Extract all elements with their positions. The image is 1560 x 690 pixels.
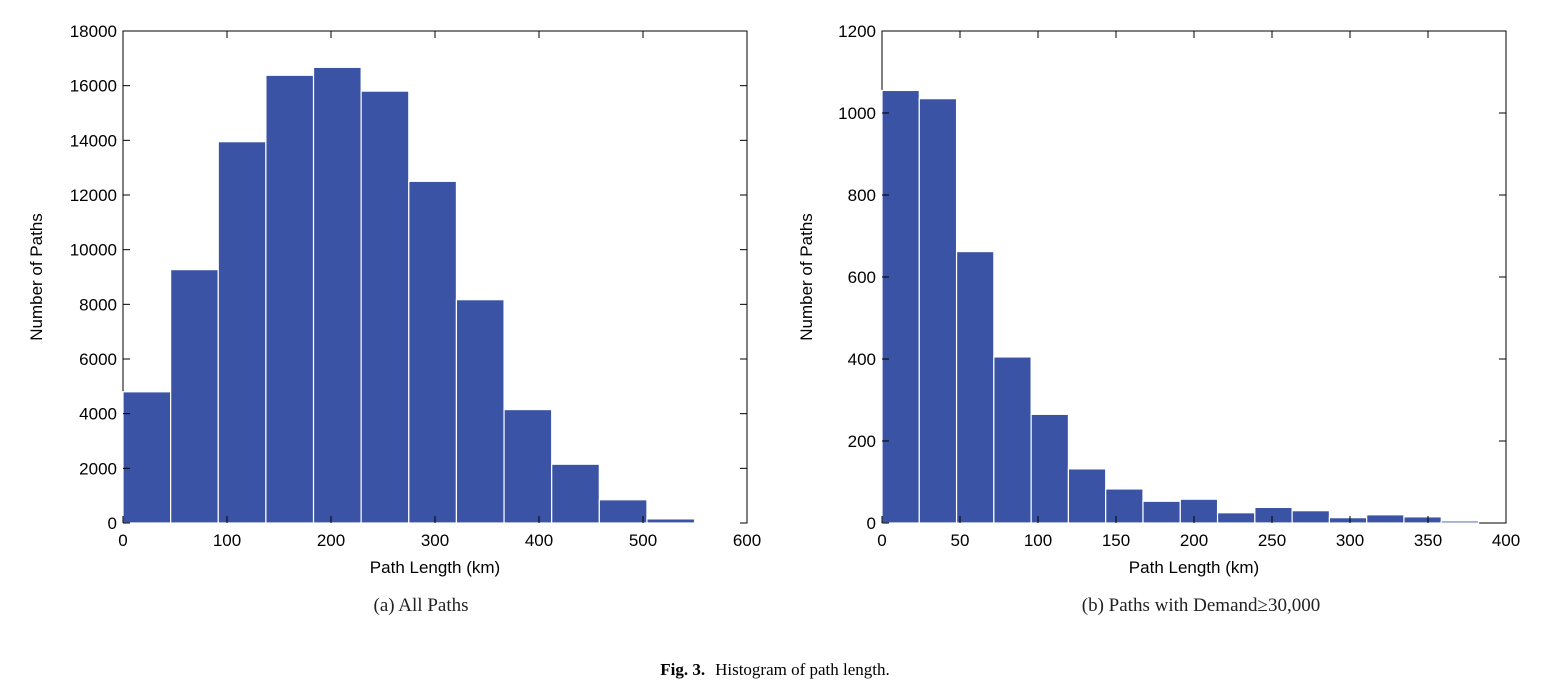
panel-b-y-tick-label: 400 <box>848 350 876 369</box>
panel-a-y-tick-label: 6000 <box>79 350 117 369</box>
panel-a-bar <box>646 518 696 524</box>
panel-b-caption: (b) Paths with Demand≥30,000 <box>1082 595 1320 616</box>
panel-a-y-tick-label: 2000 <box>79 459 117 478</box>
panel-b-caption-symbol: ≥ <box>1258 595 1268 616</box>
panel-a-x-axis-label: Path Length (km) <box>370 558 500 577</box>
panel-a-all-paths: 0 100 200 300 400 500 600020004000600080001000… <box>27 22 761 616</box>
panel-a-x-tick-label: 600 <box>733 531 761 550</box>
panel-b-x-tick-label: 250 <box>1258 531 1286 550</box>
panel-b-bar <box>1291 510 1330 524</box>
panel-a-y-tick-label: 12000 <box>70 186 117 205</box>
panel-b-bars <box>881 89 1480 524</box>
figure-caption-text: Histogram of path length. <box>715 660 890 679</box>
panel-b-bar <box>1105 488 1144 524</box>
panel-a-caption: (a) All Paths <box>374 595 469 616</box>
panel-b-ticks: 0 50 100 150 200 250 300 350 400 0 200 400 600 800 100… <box>838 22 1520 550</box>
panel-b-bar <box>1254 506 1293 524</box>
panel-a-x-tick-label: 200 <box>317 531 345 550</box>
panel-b-bar <box>955 250 995 524</box>
panel-b-bar <box>1216 512 1256 524</box>
panel-b-bar <box>1328 517 1368 524</box>
panel-a-y-tick-label: 14000 <box>70 131 117 150</box>
panel-b-bar <box>1366 514 1405 524</box>
panel-b-x-tick-label: 100 <box>1024 531 1052 550</box>
panel-a-bar <box>265 74 315 524</box>
panel-a-bar <box>312 66 362 524</box>
panel-a-bar <box>217 141 267 524</box>
panel-a-x-tick-label: 400 <box>525 531 553 550</box>
panel-b-y-tick-label: 200 <box>848 432 876 451</box>
panel-b-y-tick-label: 1000 <box>838 104 876 123</box>
panel-b-bar <box>1142 500 1181 524</box>
panel-a-y-tick-label: 8000 <box>79 295 117 314</box>
panel-b-x-tick-label: 400 <box>1492 531 1520 550</box>
panel-a-ticks: 0 100 200 300 400 500 600020004000600080001000… <box>70 22 761 550</box>
panel-b-x-tick-label: 150 <box>1102 531 1130 550</box>
panel-a-bar <box>693 521 743 524</box>
panel-b-bar <box>1440 520 1480 524</box>
panel-a-bar <box>551 463 600 524</box>
panel-a-bar <box>408 180 458 524</box>
panel-a-x-tick-label: 500 <box>629 531 657 550</box>
panel-a-x-tick-label: 0 <box>118 531 127 550</box>
panel-b-bar <box>1030 413 1070 524</box>
panel-a-bar <box>455 299 505 524</box>
panel-b-caption-suffix: 30,000 <box>1268 595 1320 616</box>
figure-caption: Fig. 3. Histogram of path length. <box>660 660 890 679</box>
panel-a-x-tick-label: 100 <box>213 531 241 550</box>
figure-caption-label: Fig. 3. <box>660 660 705 679</box>
panel-a-bar <box>122 391 172 524</box>
panel-a-y-axis-label: Number of Paths <box>27 213 46 341</box>
panel-a-y-tick-label: 16000 <box>70 77 117 96</box>
panel-a-y-tick-label: 10000 <box>70 241 117 260</box>
panel-a-bars <box>122 66 743 524</box>
panel-a-x-tick-label: 300 <box>421 531 449 550</box>
panel-b-bar <box>1179 498 1219 524</box>
panel-b-bar <box>881 89 920 524</box>
panel-b-x-tick-label: 200 <box>1180 531 1208 550</box>
panel-b-x-tick-label: 300 <box>1336 531 1364 550</box>
panel-a-bar <box>598 499 648 524</box>
panel-a-bar <box>503 408 553 524</box>
panel-b-y-axis-label: Number of Paths <box>797 213 816 341</box>
panel-b-y-tick-label: 800 <box>848 186 876 205</box>
panel-b-y-tick-label: 600 <box>848 268 876 287</box>
panel-b-y-tick-label: 0 <box>867 514 876 533</box>
panel-b-bar <box>1067 468 1107 524</box>
panel-a-y-tick-label: 18000 <box>70 22 117 41</box>
panel-a-bar <box>360 90 410 524</box>
panel-b-bar <box>993 356 1032 524</box>
panel-b-x-axis-label: Path Length (km) <box>1129 558 1259 577</box>
panel-b-caption-prefix: (b) Paths with Demand <box>1082 595 1258 616</box>
panel-b-x-tick-label: 350 <box>1414 531 1442 550</box>
panel-b-y-tick-label: 1200 <box>838 22 876 41</box>
panel-b-x-tick-label: 50 <box>951 531 970 550</box>
panel-b-high-demand-paths: 0 50 100 150 200 250 300 350 400 0 200 400 600 800 100… <box>797 22 1520 616</box>
panel-a-y-tick-label: 0 <box>108 514 117 533</box>
panel-b-bar <box>1403 516 1442 524</box>
panel-b-x-tick-label: 0 <box>877 531 886 550</box>
panel-a-y-tick-label: 4000 <box>79 405 117 424</box>
panel-a-bar <box>170 269 219 524</box>
panel-b-bar <box>918 98 958 524</box>
